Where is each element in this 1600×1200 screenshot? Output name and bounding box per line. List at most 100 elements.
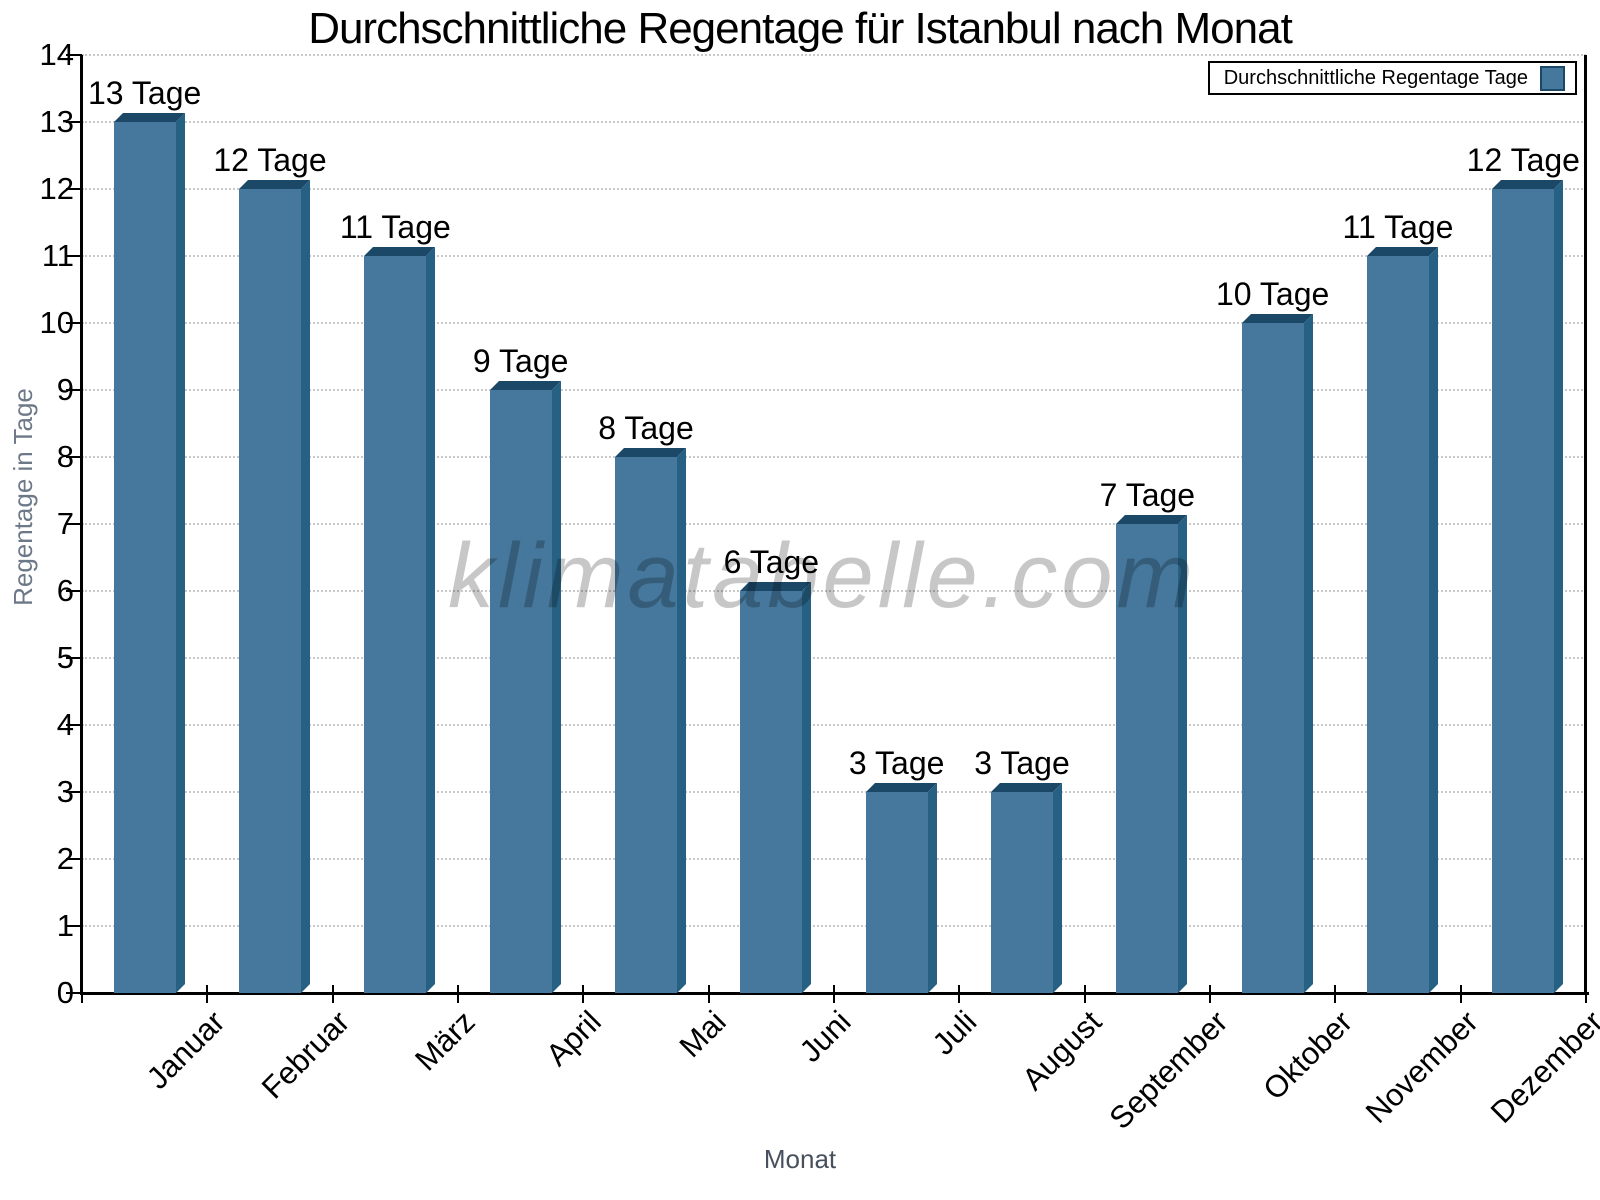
watermark: klimatabelle.com [448,525,1198,627]
x-tick-label: Juni [793,1004,859,1069]
bar-september [1116,515,1188,993]
gridline [82,54,1586,56]
bar-februar [239,180,310,993]
y-tick-label: 0 [56,975,74,1010]
bar-value-label: 3 Tage [848,745,945,781]
bar-value-label: 11 Tage [1342,209,1454,245]
y-tick-label: 13 [39,104,74,139]
x-tick [457,985,459,1003]
x-tick [1209,985,1211,1003]
x-tick [1459,985,1462,1003]
x-axis-title: Monat [763,1144,837,1174]
gridline [82,456,1586,458]
x-tick [833,985,835,1003]
y-tick [66,590,82,592]
y-tick-label: 11 [41,238,74,273]
x-tick-label: September [1102,1004,1235,1136]
y-tick-label: 4 [56,707,74,742]
gridline [82,389,1586,391]
bar-value-label: 9 Tage [472,343,569,379]
x-tick-label: Dezember [1484,1004,1600,1130]
bar-value-label: 10 Tage [1216,276,1330,312]
y-tick-label: 2 [56,841,74,876]
y-tick-label: 8 [56,439,74,474]
x-tick-label: Januar [139,1004,232,1096]
gridline [82,255,1586,257]
y-tick [66,858,82,860]
y-tick [66,791,82,793]
y-tick [66,255,82,257]
bar-november [1367,247,1438,993]
x-tick-label: April [538,1004,608,1073]
bar-value-label: 6 Tage [723,544,820,580]
gridline [82,724,1586,726]
bar-januar [113,113,185,993]
plot-right-border [1584,55,1587,995]
y-tick-label: 9 [56,372,74,407]
y-tick-label: 14 [39,37,74,72]
gridline [82,121,1586,123]
x-tick [331,985,334,1003]
gridline [82,925,1586,927]
gridline [82,791,1586,793]
bar-oktober [1241,314,1313,993]
gridline [82,523,1586,525]
x-tick [582,985,585,1003]
x-tick-label: Februar [255,1004,357,1106]
y-tick-label: 3 [56,774,74,809]
legend-label: Durchschnittliche Regentage Tage [1223,66,1528,89]
y-tick-label: 5 [56,640,74,675]
y-tick-label: 7 [56,506,74,541]
bar-value-label: 7 Tage [1099,477,1196,513]
x-tick [1585,985,1587,1003]
gridline [82,657,1586,659]
gridline [82,188,1586,190]
x-tick [958,985,961,1003]
y-tick [66,456,82,458]
y-tick [66,188,82,190]
bar-juli [865,783,937,993]
y-tick [66,121,82,123]
bar-dezember [1492,180,1564,993]
y-tick [66,322,82,324]
legend-swatch-icon [1540,65,1565,91]
y-tick [66,389,82,391]
y-tick-label: 1 [56,908,74,943]
bar-value-label: 3 Tage [974,745,1070,781]
y-tick-label: 10 [39,305,74,340]
bar-value-label: 12 Tage [213,142,327,178]
bar-value-label: 13 Tage [88,75,202,111]
x-tick-label: Mai [672,1004,733,1065]
bar-märz [364,247,436,993]
gridline [82,322,1586,324]
bar-value-label: 8 Tage [598,410,694,446]
bar-august [991,783,1062,993]
x-tick [707,985,710,1003]
x-tick [1334,985,1337,1003]
y-tick [66,657,82,659]
x-tick-label: Oktober [1256,1004,1360,1107]
y-tick [66,523,82,525]
bar-value-label: 11 Tage [339,209,451,245]
bar-juni [740,582,812,993]
bar-mai [615,448,686,993]
y-tick [66,925,82,927]
x-tick [1083,985,1086,1003]
legend: Durchschnittliche Regentage Tage [1207,61,1577,95]
y-tick [66,54,82,56]
x-tick [81,985,83,1003]
y-tick-label: 12 [39,171,74,206]
x-tick-label: März [408,1004,483,1078]
bar-april [489,381,561,993]
y-tick [66,724,82,726]
bar-value-label: 12 Tage [1466,142,1580,178]
gridline [82,858,1586,860]
x-tick-label: Juli [925,1004,984,1062]
x-tick-label: August [1015,1004,1109,1097]
x-tick-label: November [1358,1004,1485,1130]
chart-title: Durchschnittliche Regentage für Istanbul… [308,4,1293,53]
gridline [82,590,1586,592]
x-tick [206,985,209,1003]
y-tick-label: 6 [56,573,74,608]
